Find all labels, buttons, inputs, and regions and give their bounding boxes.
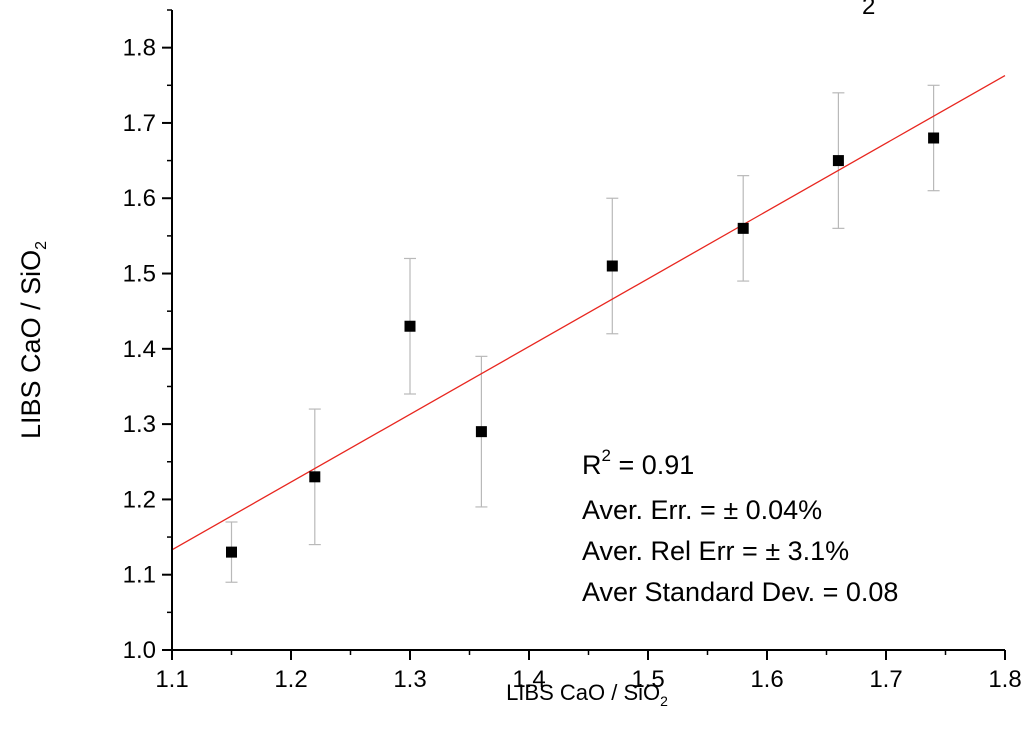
y-axis-title-main: LIBS CaO / SiO	[16, 250, 46, 439]
x-tick-label: 1.2	[274, 666, 307, 693]
y-tick-label: 1.8	[123, 35, 156, 62]
data-point	[737, 222, 749, 234]
y-tick-label: 1.4	[123, 336, 156, 363]
x-tick-label: 1.8	[988, 666, 1021, 693]
stats-annotation: R2 = 0.91 Aver. Err. = ± 0.04% Aver. Rel…	[582, 446, 898, 607]
x-ticks: 1.1 1.2 1.3 1.4 1.5 1.6 1.7 1.8	[155, 650, 1022, 693]
r-squared-value: = 0.91	[611, 450, 694, 480]
data-point	[475, 426, 487, 438]
x-axis-title: LIBS CaO / SiO2	[506, 680, 668, 709]
y-tick-label: 1.1	[123, 562, 156, 589]
y-tick-label: 1.6	[123, 185, 156, 212]
average-error-label: Aver. Err. = ± 0.04%	[582, 495, 822, 525]
y-axis-title: LIBS CaO / SiO2	[16, 241, 50, 439]
average-standard-deviation-label: Aver Standard Dev. = 0.08	[582, 577, 898, 607]
data-point	[928, 132, 940, 144]
x-tick-label: 1.6	[750, 666, 783, 693]
x-axis-title-main: LIBS CaO / SiO	[506, 680, 660, 705]
y-tick-label: 1.7	[123, 110, 156, 137]
y-tick-label: 1.5	[123, 261, 156, 288]
y-axis-title-subscript: 2	[33, 241, 50, 250]
y-tick-label: 1.3	[123, 411, 156, 438]
x-tick-label: 1.7	[869, 666, 902, 693]
data-point	[226, 546, 237, 558]
y-tick-label: 1.0	[123, 637, 156, 664]
r-squared-main: R	[582, 450, 602, 480]
r-squared-label: R2 = 0.91	[582, 446, 694, 480]
data-point	[606, 260, 618, 272]
r-squared-superscript: 2	[602, 446, 611, 465]
x-axis-title-subscript: 2	[660, 693, 668, 709]
regression-line	[171, 74, 1006, 551]
average-relative-error-label: Aver. Rel Err = ± 3.1%	[582, 536, 849, 566]
plot-area	[171, 74, 1006, 583]
x-tick-label: 1.4	[512, 666, 545, 693]
data-point	[309, 471, 321, 483]
y-ticks: 1.0 1.1 1.2 1.3 1.4 1.5 1.6 1.7 1.8	[123, 9, 172, 664]
x-tick-label: 1.1	[155, 666, 188, 693]
top-title-fragment: 2	[862, 0, 875, 20]
x-tick-label: 1.3	[393, 666, 426, 693]
data-point	[404, 320, 416, 332]
y-tick-label: 1.2	[123, 486, 156, 513]
x-tick-label: 1.5	[631, 666, 664, 693]
data-point	[832, 155, 844, 167]
